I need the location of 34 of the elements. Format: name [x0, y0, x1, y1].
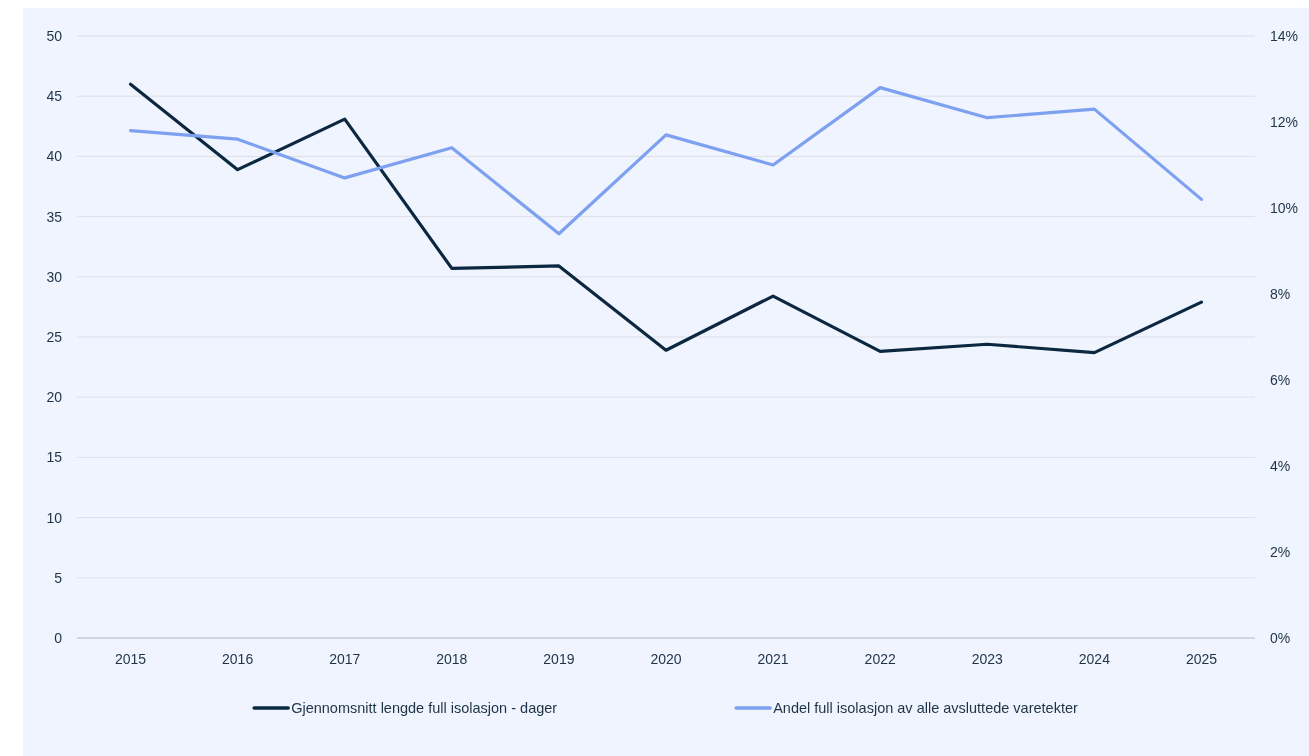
legend-label: Gjennomsnitt lengde full isolasjon - dager — [291, 700, 558, 717]
y2-tick-label: 12% — [1270, 113, 1299, 130]
y-tick-label: 10 — [46, 509, 63, 526]
y-tick-label: 50 — [46, 27, 63, 44]
y2-tick-label: 4% — [1270, 457, 1291, 474]
line-series — [128, 82, 1204, 355]
x-tick-label: 2025 — [1185, 650, 1218, 667]
y2-tick-label: 0% — [1270, 629, 1291, 646]
x-tick-label: 2020 — [650, 650, 682, 667]
legend-label: Andel full isolasjon av alle avsluttede varetekter — [773, 700, 1078, 717]
y-tick-label: 0 — [54, 629, 63, 646]
x-tick-label: 2022 — [864, 650, 896, 667]
line-series — [128, 86, 1204, 236]
x-tick-label: 2015 — [114, 650, 147, 667]
y2-tick-label: 2% — [1270, 543, 1291, 560]
y2-tick-label: 14% — [1270, 27, 1299, 44]
y-tick-label: 20 — [46, 389, 63, 406]
y-tick-label: 35 — [46, 208, 63, 225]
y-tick-label: 40 — [46, 148, 63, 165]
x-tick-label: 2021 — [757, 650, 789, 667]
y-tick-label: 30 — [46, 268, 63, 285]
y2-tick-label: 6% — [1270, 371, 1291, 388]
y2-tick-label: 10% — [1270, 199, 1299, 216]
x-tick-label: 2024 — [1078, 650, 1111, 667]
y-tick-label: 5 — [54, 569, 63, 586]
x-tick-label: 2016 — [222, 650, 254, 667]
x-tick-label: 2019 — [543, 650, 575, 667]
x-tick-label: 2023 — [971, 650, 1004, 667]
y2-tick-label: 8% — [1270, 285, 1291, 302]
y-tick-label: 45 — [46, 88, 63, 105]
x-tick-label: 2017 — [329, 650, 361, 667]
y-tick-label: 25 — [46, 328, 63, 345]
y-tick-label: 15 — [46, 449, 63, 466]
x-tick-label: 2018 — [436, 650, 468, 667]
